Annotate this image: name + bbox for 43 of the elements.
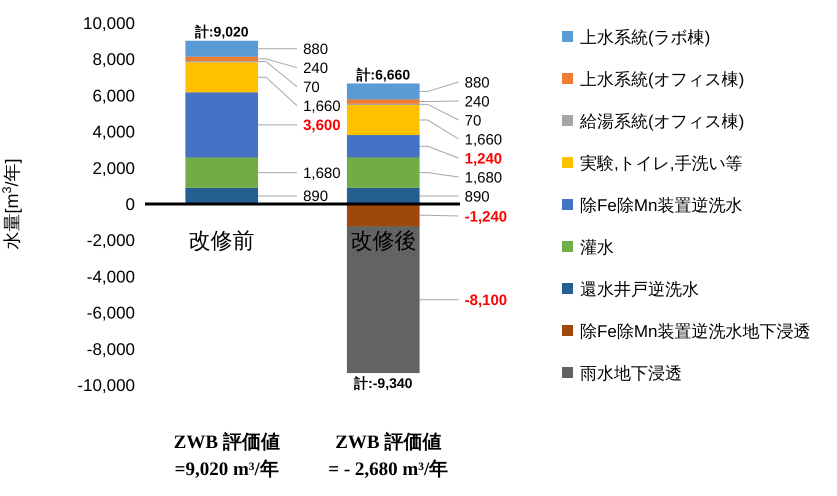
y-tick-label: 10,000 — [83, 14, 135, 33]
data-label: 3,600 — [303, 117, 341, 134]
data-label: 1,660 — [303, 98, 341, 115]
data-label: 1,240 — [464, 150, 502, 168]
y-tick-label: 4,000 — [92, 122, 135, 142]
data-label: 880 — [464, 74, 490, 92]
data-label: 890 — [303, 188, 328, 206]
data-label: 1,680 — [464, 169, 502, 186]
data-label: 70 — [303, 78, 320, 96]
y-tick-label: 6,000 — [92, 86, 135, 106]
legend-label: 実験,トイレ,手洗い等 — [580, 154, 742, 173]
data-label: 1,680 — [303, 164, 341, 182]
y-tick-label: 2,000 — [92, 158, 135, 178]
text: ZWB 評価値 = - 2,680 m³/年 — [328, 431, 448, 480]
text: ZWB 評価値 =9,020 m³/年 — [174, 431, 280, 480]
annotation: 計:-9,340 — [353, 375, 413, 392]
y-tick-label: -8,000 — [86, 340, 135, 359]
y-tick-label: -4,000 — [86, 267, 135, 286]
legend-label: 上水系統(オフィス棟) — [580, 70, 744, 89]
y-tick-label: 8,000 — [92, 50, 135, 70]
data-label: 240 — [303, 60, 328, 77]
data-label: 1,660 — [464, 131, 502, 148]
legend-label: 給湯系統(オフィス棟) — [579, 112, 744, 131]
annotation: 計:6,660 — [355, 66, 410, 82]
legend-label: 還水井戸逆洗水 — [580, 280, 699, 299]
data-label: 880 — [303, 40, 328, 58]
data-label: 240 — [464, 93, 490, 110]
y-tick-label: -10,000 — [77, 376, 135, 395]
x-tick-label: 改修前 — [188, 228, 255, 253]
x-tick-label: 改修後 — [350, 228, 416, 253]
legend-label: 上水系統(ラボ棟) — [580, 28, 710, 47]
legend-label: 灌水 — [580, 238, 614, 257]
data-label: -8,100 — [464, 292, 508, 309]
y-tick-label: -6,000 — [86, 304, 135, 323]
data-label: -1,240 — [464, 208, 508, 226]
data-label: 70 — [464, 112, 482, 130]
legend-label: 雨水地下浸透 — [580, 364, 682, 383]
annotation: 計:9,020 — [194, 24, 249, 40]
legend-label: 除Fe除Mn装置逆洗水地下浸透 — [580, 322, 810, 341]
legend-label: 除Fe除Mn装置逆洗水 — [580, 196, 742, 215]
y-tick-label: 0 — [126, 194, 135, 214]
y-tick-label: -2,000 — [86, 231, 135, 250]
data-label: 890 — [464, 188, 490, 206]
